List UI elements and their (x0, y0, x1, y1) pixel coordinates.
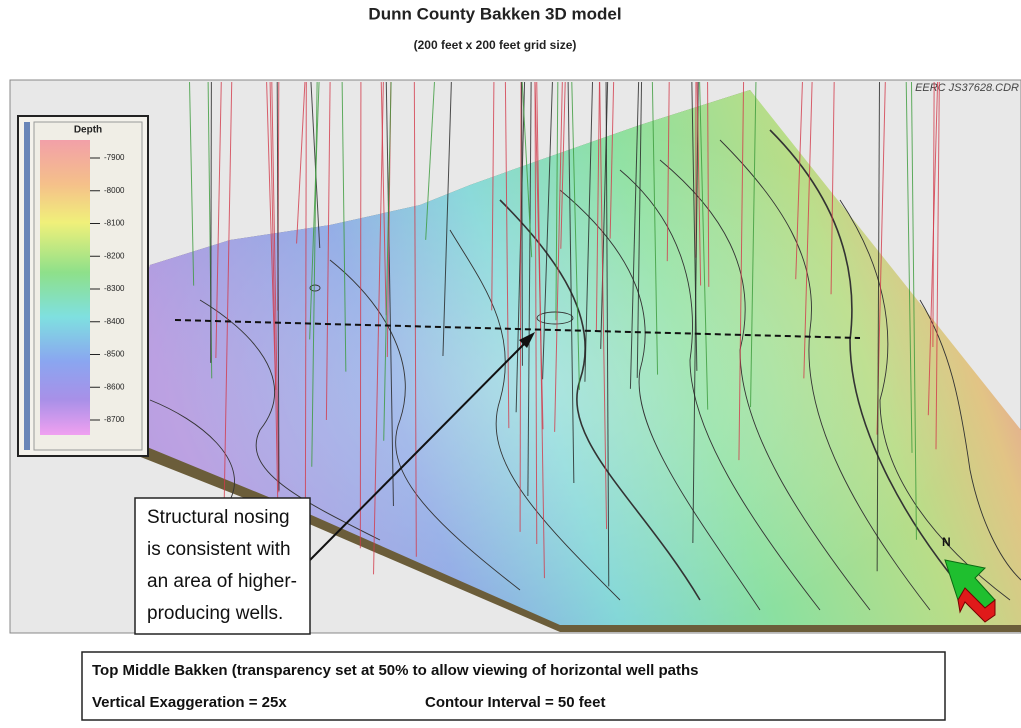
credit: EERC JS37628.CDR (915, 82, 1019, 94)
callout-text: producing wells. (147, 603, 283, 624)
caption-exaggeration: Vertical Exaggeration = 25x (92, 694, 287, 711)
caption-box: Top Middle Bakken (transparency set at 5… (82, 652, 945, 720)
legend-tick-label: -8200 (104, 251, 125, 260)
legend-tick-label: -8700 (104, 415, 125, 424)
callout-text: Structural nosing (147, 507, 290, 528)
caption-line: Top Middle Bakken (transparency set at 5… (92, 662, 699, 679)
legend-tick-label: -8400 (104, 317, 125, 326)
legend-tick-label: -8600 (104, 382, 125, 391)
legend-tick-label: -7900 (104, 153, 125, 162)
title: Dunn County Bakken 3D model (368, 4, 621, 23)
legend-tick-label: -8300 (104, 284, 125, 293)
north-label: N (942, 535, 951, 549)
well-path (360, 82, 361, 548)
caption-contour: Contour Interval = 50 feet (425, 694, 605, 711)
legend: Depth -7900 -8000 -8100 -8200 -8300 -8400 -850… (18, 116, 148, 456)
subtitle: (200 feet x 200 feet grid size) (414, 38, 577, 52)
callout-text: is consistent with (147, 539, 291, 560)
callout-text: an area of higher- (147, 571, 297, 592)
legend-tick-label: -8100 (104, 219, 125, 228)
legend-tick-label: -8500 (104, 350, 125, 359)
legend-tick-label: -8000 (104, 186, 125, 195)
figure: Dunn County Bakken 3D model (200 feet x … (0, 0, 1021, 723)
legend-title: Depth (74, 125, 102, 136)
